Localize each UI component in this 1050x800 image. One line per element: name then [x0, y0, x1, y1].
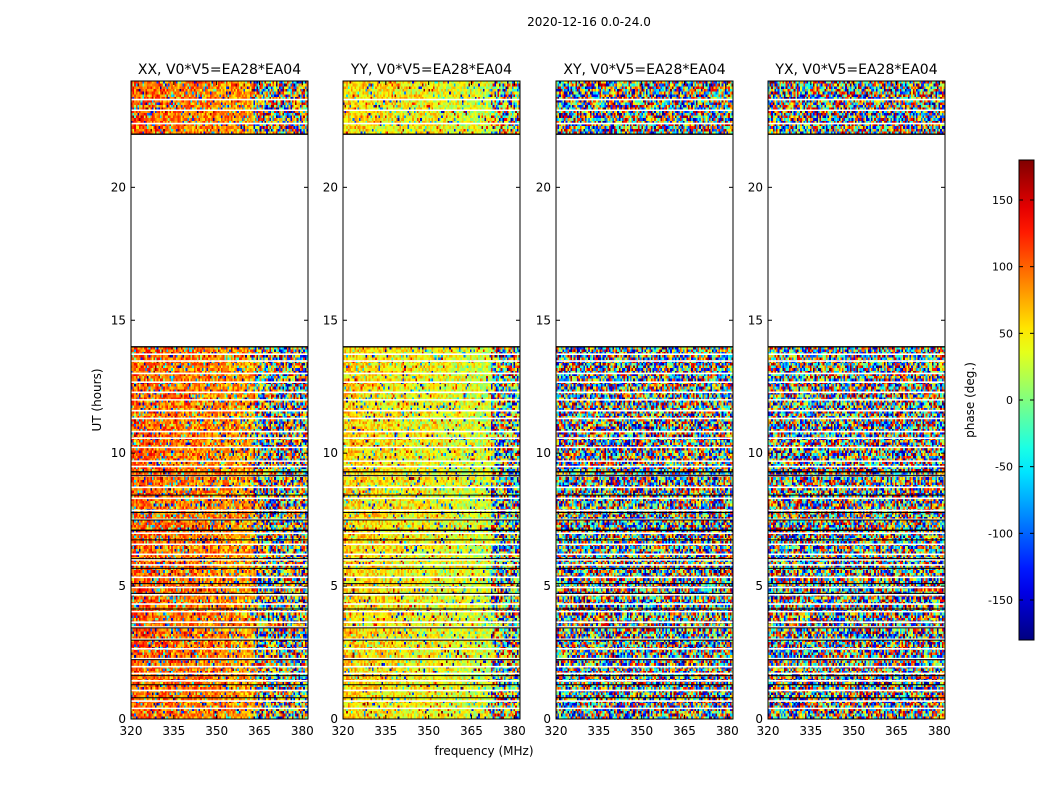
y-tick-label: 0 — [543, 712, 551, 726]
x-tick-label: 320 — [757, 724, 780, 738]
colorbar-tick-label: -100 — [988, 527, 1013, 540]
y-tick-label: 5 — [755, 579, 763, 593]
y-tick-label: 5 — [118, 579, 126, 593]
x-tick-label: 365 — [248, 724, 271, 738]
x-tick-label: 350 — [842, 724, 865, 738]
figure-title: 2020-12-16 0.0-24.0 — [527, 15, 651, 29]
x-tick-label: 335 — [162, 724, 185, 738]
panels: XX, V0*V5=EA28*EA04 320 335 350 365 380 0 5 10 15… — [111, 62, 951, 738]
colorbar-tick-label: 0 — [1006, 394, 1013, 407]
x-tick-label: 350 — [417, 724, 440, 738]
x-tick-label: 380 — [716, 724, 739, 738]
y-tick-label: 10 — [323, 446, 338, 460]
y-tick-label: 10 — [111, 446, 126, 460]
x-tick-label: 365 — [460, 724, 483, 738]
colorbar-tick-label: 50 — [999, 327, 1013, 340]
x-tick-label: 320 — [120, 724, 143, 738]
x-tick-label: 380 — [291, 724, 314, 738]
x-tick-label: 335 — [587, 724, 610, 738]
panel-xy: XY, V0*V5=EA28*EA04 320 335 350 365 380 0 5 10 15… — [536, 62, 739, 738]
colorbar-tick-label: 100 — [992, 261, 1013, 274]
panel-frame — [767, 80, 946, 720]
panel-title: XY, V0*V5=EA28*EA04 — [563, 62, 725, 78]
x-tick-label: 380 — [503, 724, 526, 738]
y-tick-label: 20 — [323, 180, 338, 194]
y-axis-label: UT (hours) — [90, 368, 104, 431]
x-tick-label: 380 — [928, 724, 951, 738]
x-tick-label: 320 — [332, 724, 355, 738]
colorbar-tick-label: -150 — [988, 594, 1013, 607]
colorbar-tick-label: 150 — [992, 194, 1013, 207]
panel-yx: YX, V0*V5=EA28*EA04 320 335 350 365 380 0 5 10 15… — [748, 62, 951, 738]
y-tick-label: 15 — [323, 313, 338, 327]
x-axis-label: frequency (MHz) — [434, 744, 533, 758]
x-tick-label: 350 — [205, 724, 228, 738]
y-tick-label: 20 — [111, 180, 126, 194]
y-tick-label: 20 — [748, 180, 763, 194]
x-tick-label: 350 — [630, 724, 653, 738]
colorbar: 150 100 50 0 -50 -100 -150 — [988, 159, 1035, 641]
y-tick-label: 10 — [536, 446, 551, 460]
panel-title: YY, V0*V5=EA28*EA04 — [350, 62, 512, 78]
x-tick-label: 335 — [374, 724, 397, 738]
panel-frame — [130, 80, 309, 720]
x-tick-label: 320 — [545, 724, 568, 738]
panel-yy: YY, V0*V5=EA28*EA04 320 335 350 365 380 0 5 10 15… — [323, 62, 526, 738]
panel-title: XX, V0*V5=EA28*EA04 — [138, 62, 301, 78]
y-tick-label: 5 — [543, 579, 551, 593]
y-tick-label: 20 — [536, 180, 551, 194]
y-tick-label: 0 — [118, 712, 126, 726]
colorbar-tick-label: -50 — [995, 461, 1013, 474]
y-tick-label: 5 — [330, 579, 338, 593]
y-tick-label: 15 — [748, 313, 763, 327]
panel-xx: XX, V0*V5=EA28*EA04 320 335 350 365 380 0 5 10 15… — [111, 62, 314, 738]
colorbar-label: phase (deg.) — [963, 362, 977, 438]
panel-frame — [555, 80, 734, 720]
y-tick-label: 15 — [111, 313, 126, 327]
x-tick-label: 365 — [673, 724, 696, 738]
y-tick-label: 0 — [330, 712, 338, 726]
x-tick-label: 335 — [799, 724, 822, 738]
panel-frame — [342, 80, 521, 720]
panel-title: YX, V0*V5=EA28*EA04 — [774, 62, 937, 78]
y-tick-label: 10 — [748, 446, 763, 460]
x-tick-label: 365 — [885, 724, 908, 738]
y-tick-label: 0 — [755, 712, 763, 726]
y-tick-label: 15 — [536, 313, 551, 327]
